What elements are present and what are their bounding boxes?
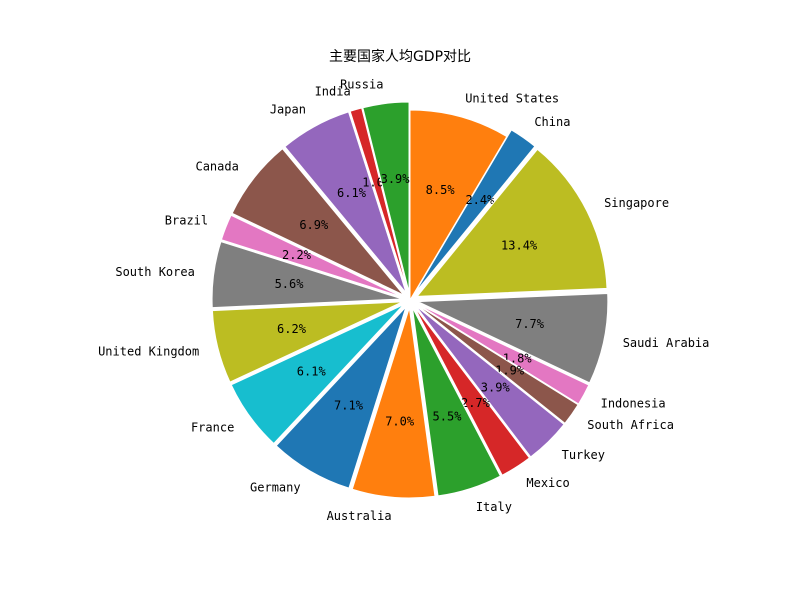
pct-label-singapore: 13.4%: [501, 238, 538, 252]
category-label-singapore: Singapore: [604, 196, 669, 210]
category-label-china: China: [534, 115, 570, 129]
category-label-united-kingdom: United Kingdom: [98, 345, 199, 359]
category-label-canada: Canada: [195, 160, 238, 174]
category-label-south-africa: South Africa: [587, 418, 674, 432]
pie-slice-italy: [411, 307, 502, 497]
category-label-brazil: Brazil: [165, 213, 208, 227]
category-label-indonesia: Indonesia: [601, 397, 666, 411]
pie-slice-united-states: [409, 109, 508, 302]
pie-slice-china: [414, 129, 536, 294]
category-label-turkey: Turkey: [562, 448, 605, 462]
pct-label-indonesia: 1.8%: [503, 351, 533, 365]
pct-label-australia: 7.0%: [385, 415, 415, 429]
pie-slice-canada: [231, 148, 405, 296]
pie-slice-united-kingdom: [211, 301, 403, 383]
pie-slice-france: [230, 304, 404, 445]
pct-label-mexico: 2.7%: [461, 396, 491, 410]
pct-label-south-africa: 1.9%: [495, 363, 525, 377]
pie-slice-singapore: [416, 148, 608, 297]
pie-slice-turkey: [415, 305, 565, 458]
chart-title: 主要国家人均GDP对比: [328, 49, 472, 65]
pct-label-canada: 6.9%: [299, 218, 329, 232]
pie-slice-russia: [362, 101, 410, 293]
pct-label-japan: 6.1%: [337, 186, 367, 200]
category-label-united-states: United States: [465, 91, 559, 105]
category-label-italy: Italy: [476, 500, 512, 514]
category-label-mexico: Mexico: [526, 476, 569, 490]
pct-label-saudi-arabia: 7.7%: [515, 317, 545, 331]
pct-label-united-kingdom: 6.2%: [277, 322, 307, 336]
pie-slice-brazil: [220, 214, 403, 298]
pct-label-united-states: 8.5%: [426, 183, 456, 197]
pie-slice-saudi-arabia: [417, 293, 609, 384]
pct-label-italy: 5.5%: [433, 409, 463, 423]
pct-label-germany: 7.1%: [334, 398, 364, 412]
pie-slice-australia: [351, 307, 436, 499]
pie-slice-south-africa: [416, 304, 579, 424]
pct-label-china: 2.4%: [465, 193, 495, 207]
pie-slice-indonesia: [416, 303, 590, 405]
pie-slice-germany: [275, 306, 407, 489]
category-label-russia: Russia: [340, 78, 383, 92]
pct-label-russia: 3.9%: [381, 172, 411, 186]
pie-slice-south-korea: [211, 240, 403, 309]
category-label-japan: Japan: [270, 103, 306, 117]
pie-slice-mexico: [413, 306, 531, 476]
category-label-france: France: [191, 420, 234, 434]
pie-slice-india: [349, 107, 409, 293]
pct-label-south-korea: 5.6%: [275, 277, 305, 291]
category-label-saudi-arabia: Saudi Arabia: [623, 336, 710, 350]
category-label-germany: Germany: [250, 480, 301, 494]
category-label-australia: Australia: [327, 509, 392, 523]
category-label-south-korea: South Korea: [115, 265, 194, 279]
pct-label-brazil: 2.2%: [282, 248, 312, 262]
category-label-india: India: [315, 84, 351, 98]
pct-label-turkey: 3.9%: [481, 380, 511, 394]
pie-slice-japan: [284, 111, 407, 294]
pct-label-france: 6.1%: [297, 365, 327, 379]
